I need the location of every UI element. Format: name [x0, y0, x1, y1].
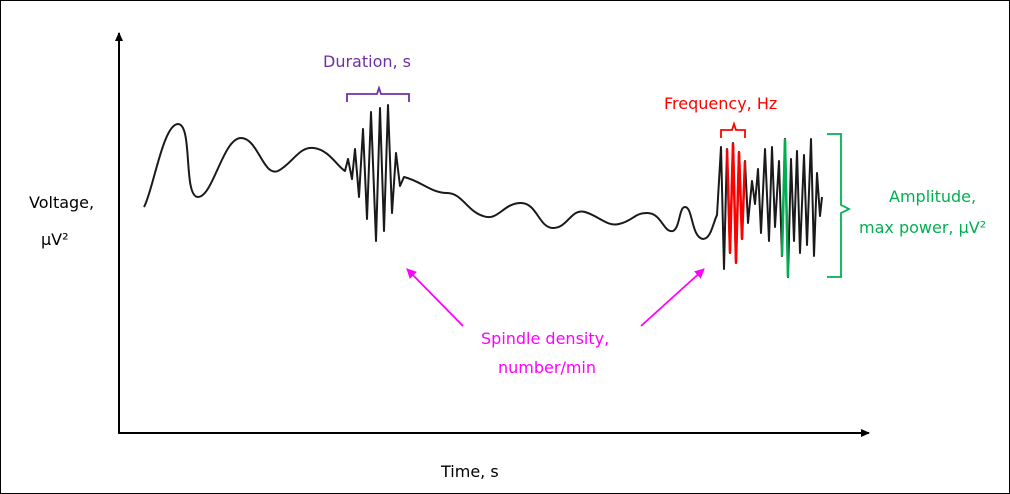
density-arrow-left — [406, 268, 464, 327]
y-axis-label-line1: Voltage, — [29, 193, 94, 212]
y-axis-label-line2: µV² — [41, 230, 69, 249]
x-axis-label: Time, s — [440, 462, 499, 481]
amplitude-label-line1: Amplitude, — [889, 187, 976, 206]
density-label-line1: Spindle density, — [481, 329, 609, 348]
frequency-label: Frequency, Hz — [664, 94, 777, 113]
amplitude-bracket — [827, 133, 852, 278]
amplitude-highlight-trace — [780, 138, 790, 278]
duration-label: Duration, s — [323, 52, 411, 71]
density-label-line2: number/min — [498, 358, 596, 377]
frequency-bracket — [720, 121, 746, 138]
frequency-highlight-trace — [725, 142, 747, 264]
duration-bracket — [346, 85, 410, 102]
eeg-signal-trace — [143, 104, 823, 278]
density-arrow-right — [640, 268, 705, 327]
amplitude-label-line2: max power, µV² — [859, 218, 986, 237]
